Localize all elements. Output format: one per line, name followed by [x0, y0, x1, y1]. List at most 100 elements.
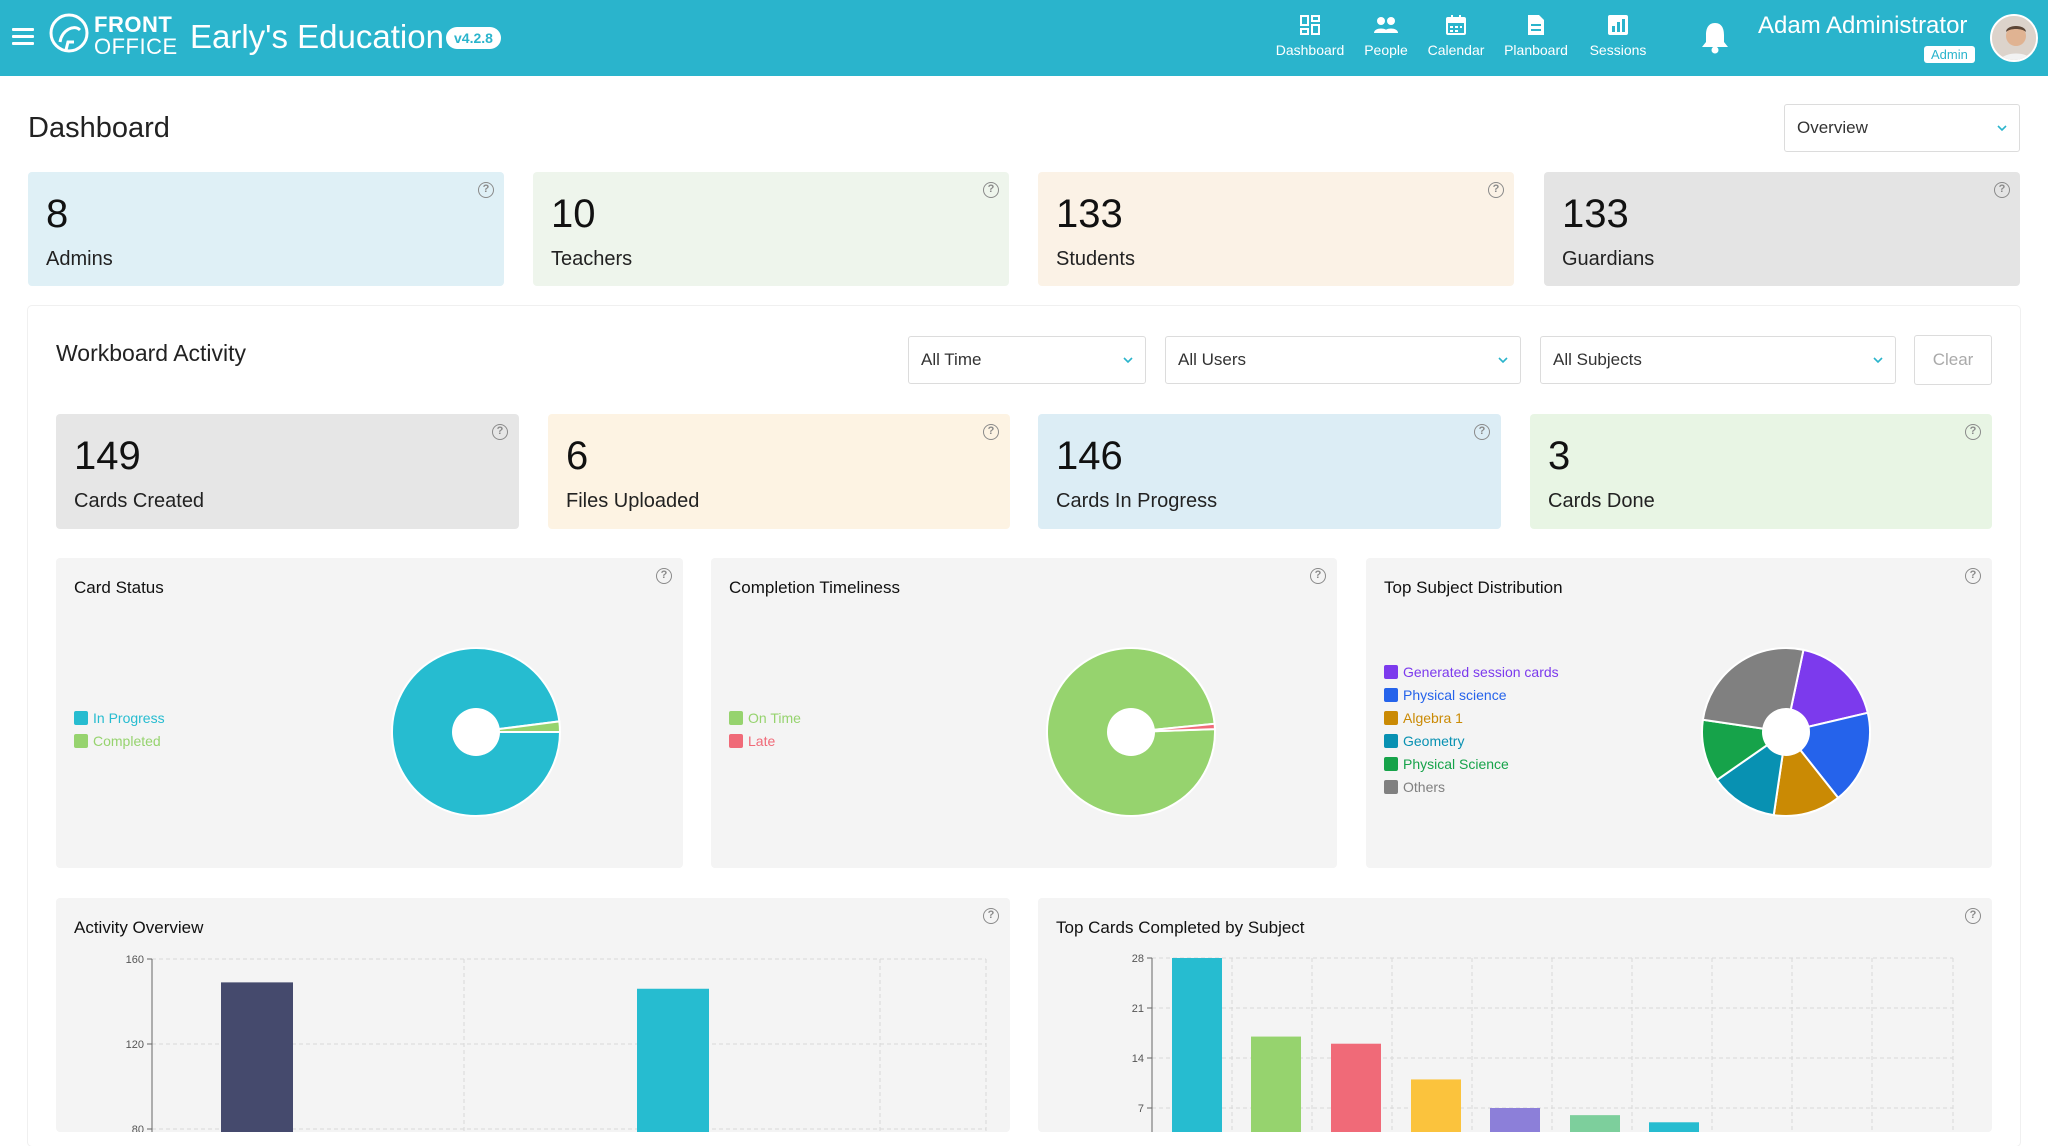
guardians-card[interactable]: 133 Guardians ? [1544, 172, 2020, 286]
logo-line1: FRONT [94, 12, 173, 37]
menu-icon[interactable] [12, 28, 34, 46]
legend-item[interactable]: Others [1384, 775, 1559, 798]
help-icon[interactable]: ? [1310, 568, 1326, 584]
legend-swatch [1384, 687, 1398, 702]
nav-sessions[interactable]: Sessions [1580, 14, 1656, 58]
clear-button[interactable]: Clear [1914, 335, 1992, 385]
cards-created-label: Cards Created [74, 490, 205, 512]
chevron-down-icon [1997, 125, 2007, 132]
bell-icon[interactable] [1700, 20, 1730, 54]
subject-distribution-chart-card: Top Subject Distribution ? Generated ses… [1366, 558, 1992, 868]
y-tick-label: 160 [126, 954, 144, 966]
help-icon[interactable]: ? [1965, 424, 1981, 440]
bar[interactable] [637, 988, 709, 1132]
legend-item[interactable]: In Progress [74, 706, 165, 729]
help-icon[interactable]: ? [1488, 182, 1504, 198]
bar[interactable] [221, 982, 293, 1132]
app-title: Early's Education [190, 18, 444, 55]
top-bar: FRONT OFFICE Early's Education v4.2.8 Da… [0, 0, 2048, 76]
help-icon[interactable]: ? [983, 908, 999, 924]
nav-dashboard[interactable]: Dashboard [1272, 14, 1348, 58]
subject-distribution-title: Top Subject Distribution [1384, 578, 1563, 597]
y-tick-label: 7 [1138, 1103, 1144, 1115]
bar[interactable] [1411, 1079, 1461, 1132]
cards-done-count: 3 [1548, 434, 1571, 478]
legend-item[interactable]: Geometry [1384, 729, 1559, 752]
chevron-down-icon [1498, 357, 1508, 364]
y-tick-label: 14 [1132, 1053, 1144, 1065]
legend-swatch [729, 733, 743, 748]
timeliness-title: Completion Timeliness [729, 578, 901, 597]
legend-label: Others [1403, 778, 1446, 795]
pie-slice[interactable] [1784, 648, 1869, 734]
legend-item[interactable]: On Time [729, 706, 801, 729]
files-uploaded-card[interactable]: 6 Files Uploaded ? [548, 414, 1010, 529]
subject-distribution-legend: Generated session cards Physical science… [1384, 660, 1559, 798]
bar[interactable] [1570, 1115, 1620, 1132]
view-select[interactable]: Overview [1784, 104, 2020, 152]
workboard-title: Workboard Activity [56, 340, 247, 366]
cards-done-card[interactable]: 3 Cards Done ? [1530, 414, 1992, 529]
legend-label: On Time [748, 709, 801, 726]
teachers-card[interactable]: 10 Teachers ? [533, 172, 1009, 286]
guardians-label: Guardians [1562, 248, 1655, 270]
top-cards-title: Top Cards Completed by Subject [1056, 918, 1305, 937]
y-tick-label: 21 [1132, 1003, 1144, 1015]
pie-slice[interactable] [1715, 729, 1788, 817]
bar[interactable] [1251, 1036, 1301, 1132]
help-icon[interactable]: ? [478, 182, 494, 198]
help-icon[interactable]: ? [983, 424, 999, 440]
legend-label: Physical science [1403, 686, 1507, 703]
legend-item[interactable]: Algebra 1 [1384, 706, 1559, 729]
role-badge: Admin [1924, 46, 1975, 63]
nav-planboard[interactable]: Planboard [1498, 14, 1574, 58]
legend-item[interactable]: Physical Science [1384, 752, 1559, 775]
help-icon[interactable]: ? [1965, 908, 1981, 924]
cards-created-card[interactable]: 149 Cards Created ? [56, 414, 519, 529]
cards-in-progress-card[interactable]: 146 Cards In Progress ? [1038, 414, 1501, 529]
bar[interactable] [1649, 1122, 1699, 1132]
subjects-filter-select[interactable]: All Subjects [1540, 336, 1896, 384]
help-icon[interactable]: ? [656, 568, 672, 584]
help-icon[interactable]: ? [1994, 182, 2010, 198]
teachers-count: 10 [551, 192, 596, 236]
cards-in-progress-label: Cards In Progress [1056, 490, 1218, 512]
legend-item[interactable]: Physical science [1384, 683, 1559, 706]
timeliness-legend: On Time Late [729, 706, 801, 752]
students-card[interactable]: 133 Students ? [1038, 172, 1514, 286]
bar[interactable] [1490, 1108, 1540, 1132]
logo-text: FRONT OFFICE [94, 14, 178, 58]
legend-item[interactable]: Completed [74, 729, 165, 752]
users-filter-select[interactable]: All Users [1165, 336, 1521, 384]
help-icon[interactable]: ? [492, 424, 508, 440]
chevron-down-icon [1123, 357, 1133, 364]
nav-people[interactable]: People [1348, 14, 1424, 58]
legend-label: Completed [93, 732, 161, 749]
legend-label: Algebra 1 [1403, 709, 1463, 726]
legend-label: Geometry [1403, 732, 1465, 749]
help-icon[interactable]: ? [1965, 568, 1981, 584]
nav-sessions-label: Sessions [1589, 42, 1647, 58]
teachers-label: Teachers [551, 248, 633, 270]
bar[interactable] [1331, 1043, 1381, 1132]
help-icon[interactable]: ? [1474, 424, 1490, 440]
legend-swatch [1384, 710, 1398, 725]
card-status-pie [391, 646, 562, 817]
legend-swatch [1384, 733, 1398, 748]
help-icon[interactable]: ? [983, 182, 999, 198]
legend-label: Late [748, 732, 776, 749]
activity-overview-title: Activity Overview [74, 918, 204, 937]
user-name[interactable]: Adam Administrator [1758, 12, 1968, 39]
legend-item[interactable]: Generated session cards [1384, 660, 1559, 683]
bar[interactable] [1172, 958, 1222, 1132]
avatar[interactable] [1990, 14, 2038, 62]
avatar-image [1992, 16, 2036, 60]
y-tick-label: 28 [1132, 953, 1144, 965]
files-uploaded-label: Files Uploaded [566, 490, 700, 512]
legend-item[interactable]: Late [729, 729, 801, 752]
nav-calendar[interactable]: Calendar [1418, 14, 1494, 58]
admins-card[interactable]: 8 Admins ? [28, 172, 504, 286]
legend-swatch [74, 710, 88, 725]
calendar-icon [1446, 15, 1466, 35]
time-filter-select[interactable]: All Time [908, 336, 1146, 384]
